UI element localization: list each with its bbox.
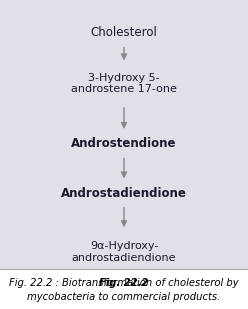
Text: mycobacteria to commercial products.: mycobacteria to commercial products. xyxy=(27,292,221,302)
Text: Androstendione: Androstendione xyxy=(71,137,177,150)
Bar xyxy=(0,269,248,309)
Text: Fig. 22.2 : Biotransformation of cholesterol by: Fig. 22.2 : Biotransformation of cholest… xyxy=(9,278,239,288)
Text: Fig. 22.2: Fig. 22.2 xyxy=(99,278,149,288)
Text: 9α-Hydroxy-
androstadiendione: 9α-Hydroxy- androstadiendione xyxy=(72,241,176,263)
Text: Cholesterol: Cholesterol xyxy=(91,26,157,39)
Text: Androstadiendione: Androstadiendione xyxy=(61,187,187,200)
Text: 3-Hydroxy 5-
androstene 17-one: 3-Hydroxy 5- androstene 17-one xyxy=(71,73,177,94)
